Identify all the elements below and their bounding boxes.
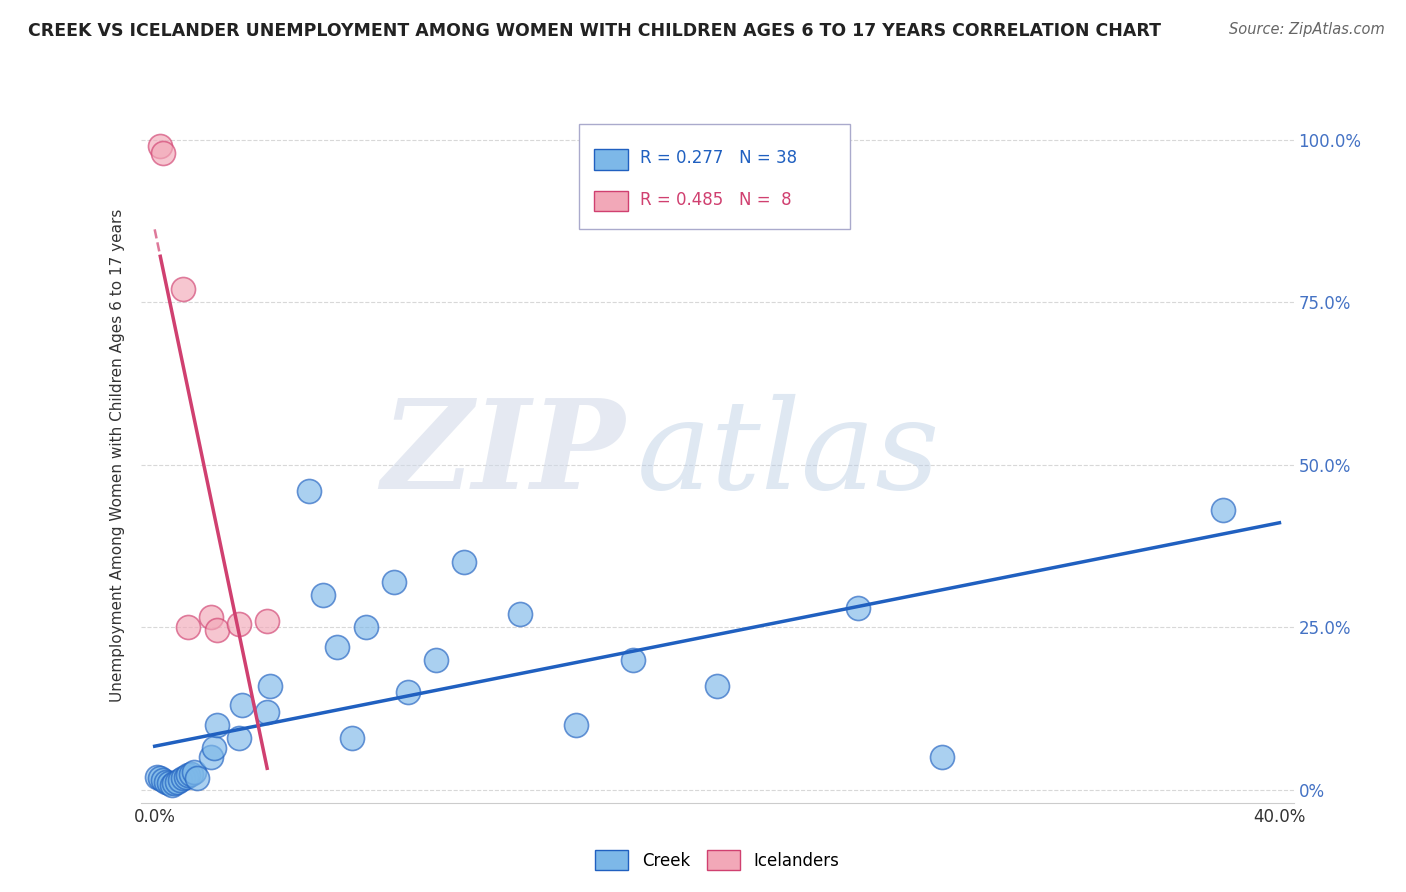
Point <box>453 555 475 569</box>
Point <box>259 679 281 693</box>
Point <box>146 770 169 784</box>
Point <box>312 588 335 602</box>
Point <box>155 775 177 789</box>
Point <box>396 685 419 699</box>
Text: Source: ZipAtlas.com: Source: ZipAtlas.com <box>1229 22 1385 37</box>
Point <box>1212 503 1234 517</box>
Point <box>228 731 250 745</box>
Point <box>205 718 228 732</box>
Point <box>706 679 728 693</box>
Point <box>846 600 869 615</box>
Point <box>180 766 202 780</box>
Legend: Creek, Icelanders: Creek, Icelanders <box>586 842 848 878</box>
Text: R = 0.485   N =  8: R = 0.485 N = 8 <box>640 191 792 209</box>
Point <box>177 768 200 782</box>
Point <box>256 705 278 719</box>
Point <box>160 778 183 792</box>
Point <box>169 772 191 787</box>
Point <box>931 750 953 764</box>
Point <box>149 139 172 153</box>
Point <box>425 653 447 667</box>
Y-axis label: Unemployment Among Women with Children Ages 6 to 17 years: Unemployment Among Women with Children A… <box>110 208 125 702</box>
Point <box>186 771 208 785</box>
Point <box>152 145 174 160</box>
Point <box>202 740 225 755</box>
Text: ZIP: ZIP <box>381 394 624 516</box>
Point <box>382 574 405 589</box>
Point <box>228 617 250 632</box>
Point <box>157 776 180 790</box>
Bar <box>593 149 628 169</box>
Point <box>354 620 377 634</box>
Bar <box>593 191 628 211</box>
Point <box>298 483 321 498</box>
Point <box>565 718 588 732</box>
Point <box>205 624 228 638</box>
Point <box>166 775 188 789</box>
Point <box>163 776 186 790</box>
Point <box>200 610 222 624</box>
Point <box>256 614 278 628</box>
Point <box>200 750 222 764</box>
Point <box>621 653 644 667</box>
Point <box>509 607 531 622</box>
Point <box>172 282 194 296</box>
Text: CREEK VS ICELANDER UNEMPLOYMENT AMONG WOMEN WITH CHILDREN AGES 6 TO 17 YEARS COR: CREEK VS ICELANDER UNEMPLOYMENT AMONG WO… <box>28 22 1161 40</box>
Point <box>340 731 363 745</box>
Point <box>231 698 253 713</box>
Point <box>149 771 172 785</box>
Point <box>172 771 194 785</box>
Text: R = 0.277   N = 38: R = 0.277 N = 38 <box>640 149 797 167</box>
Point <box>183 764 205 779</box>
Point <box>174 770 197 784</box>
Point <box>177 620 200 634</box>
FancyBboxPatch shape <box>579 124 849 229</box>
Text: atlas: atlas <box>637 394 939 516</box>
Point <box>152 772 174 787</box>
Point <box>326 640 349 654</box>
